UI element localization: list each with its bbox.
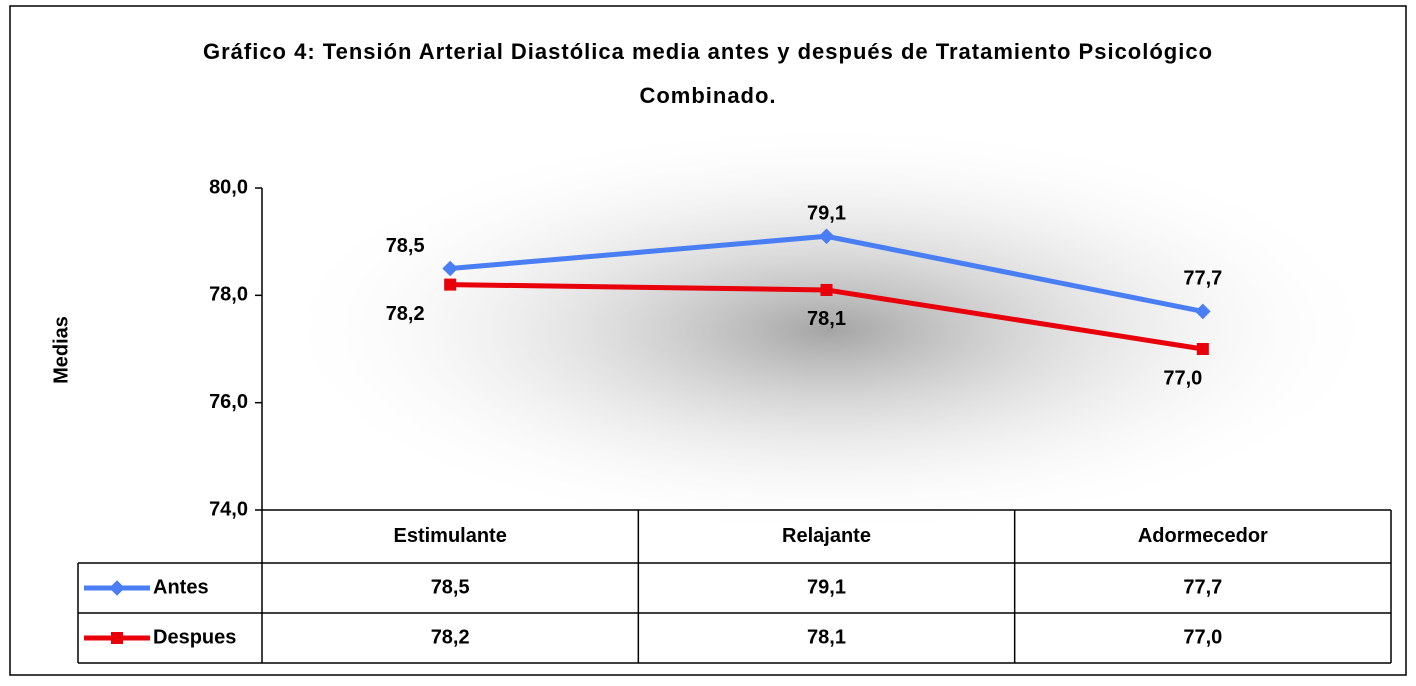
data-point xyxy=(820,283,833,296)
data-point xyxy=(444,278,457,291)
table-value: 78,5 xyxy=(431,576,470,598)
data-point xyxy=(442,260,458,277)
data-label: 79,1 xyxy=(807,203,846,225)
data-label: 77,0 xyxy=(1163,367,1202,389)
y-axis-label: Medias xyxy=(50,316,72,384)
y-tick-label: 76,0 xyxy=(209,391,248,413)
legend-marker xyxy=(109,580,125,596)
data-label: 78,5 xyxy=(386,235,425,257)
legend-label: Despues xyxy=(153,626,236,648)
table-value: 77,0 xyxy=(1183,626,1222,648)
table-value: 78,2 xyxy=(431,626,470,648)
y-tick-label: 74,0 xyxy=(209,498,248,520)
plot-shading xyxy=(270,120,1390,540)
data-label: 78,1 xyxy=(807,308,846,330)
y-tick-label: 80,0 xyxy=(209,176,248,198)
table-value: 79,1 xyxy=(807,576,846,598)
chart-border xyxy=(9,5,1407,676)
legend-label: Antes xyxy=(153,576,209,598)
table-value: 77,7 xyxy=(1183,576,1222,598)
x-tick-label: Relajante xyxy=(782,525,871,547)
x-tick-label: Estimulante xyxy=(393,525,506,547)
data-point xyxy=(1196,343,1209,355)
data-label: 78,2 xyxy=(386,303,425,325)
y-tick-label: 78,0 xyxy=(209,284,248,306)
chart-title: Gráfico 4: Tensión Arterial Diastólica m… xyxy=(202,39,1214,108)
data-point xyxy=(818,228,835,245)
data-point xyxy=(1195,303,1211,320)
x-tick-label: Adormecedor xyxy=(1138,525,1268,547)
legend-marker xyxy=(111,632,123,644)
table-value: 78,1 xyxy=(807,626,846,648)
data-label: 77,7 xyxy=(1183,268,1222,290)
